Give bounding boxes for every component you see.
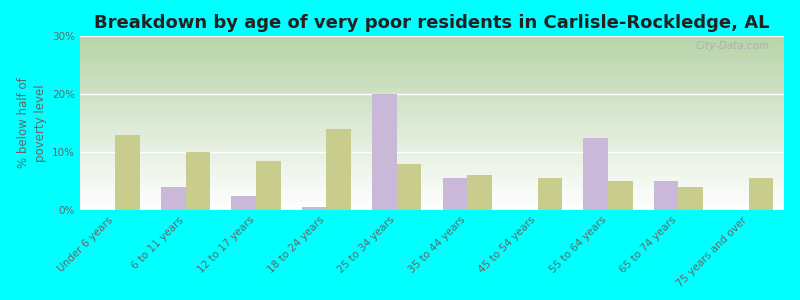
Bar [397,164,422,210]
Bar [326,129,351,210]
Bar [115,135,140,210]
Bar [654,181,678,210]
Y-axis label: % below half of
poverty level: % below half of poverty level [17,78,46,168]
Bar [442,178,467,210]
Bar [161,187,186,210]
Bar [256,161,281,210]
Bar [372,94,397,210]
Text: City-Data.com: City-Data.com [696,41,770,51]
Bar [583,137,608,210]
Bar [538,178,562,210]
Bar [231,196,256,210]
Title: Breakdown by age of very poor residents in Carlisle-Rockledge, AL: Breakdown by age of very poor residents … [94,14,770,32]
Bar [302,207,326,210]
Bar [608,181,633,210]
Bar [186,152,210,210]
Bar [749,178,774,210]
Bar [678,187,703,210]
Bar [467,175,492,210]
